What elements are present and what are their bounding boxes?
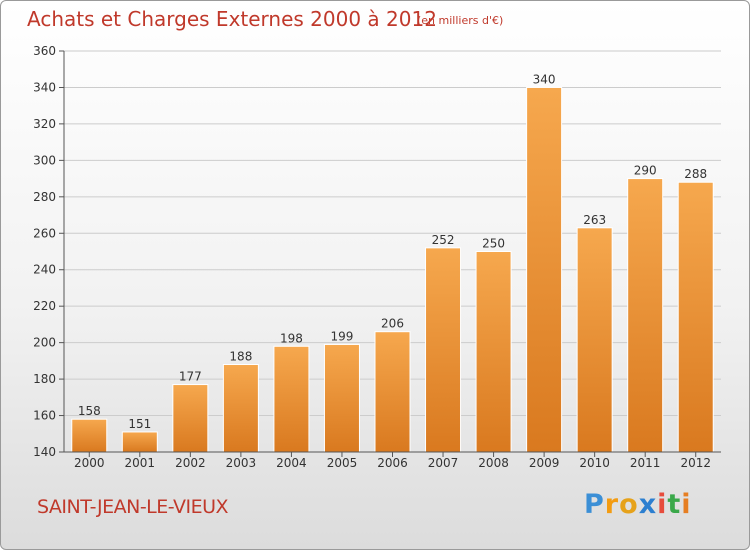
chart-subtitle: (en milliers d'€)	[417, 14, 504, 27]
data-label-2004: 198	[280, 331, 303, 345]
y-tick-label: 360	[33, 44, 56, 58]
logo-letter: P	[584, 489, 605, 520]
bar-2005	[323, 343, 360, 453]
x-tick-label-2003: 2003	[226, 456, 257, 470]
logo-letter: r	[604, 489, 620, 520]
y-tick-label: 220	[33, 299, 56, 313]
data-label-2009: 340	[533, 72, 556, 86]
y-tick-label: 280	[33, 190, 56, 204]
x-tick-label-2008: 2008	[478, 456, 509, 470]
data-label-2000: 158	[78, 404, 101, 418]
bar-2007	[425, 247, 462, 453]
x-tick-label-2009: 2009	[529, 456, 560, 470]
x-tick-label-2002: 2002	[175, 456, 206, 470]
data-label-2011: 290	[634, 164, 657, 178]
bar-2002	[172, 384, 209, 453]
bar-2004	[273, 345, 310, 453]
data-label-2003: 188	[229, 350, 252, 364]
logo-letter: i	[657, 489, 668, 520]
y-tick-label: 180	[33, 372, 56, 386]
bars	[71, 86, 714, 453]
data-label-2005: 199	[331, 329, 354, 343]
x-tick-label-2001: 2001	[125, 456, 156, 470]
logo-letter: i	[681, 489, 692, 520]
bar-2012	[677, 181, 714, 453]
x-tick-label-2005: 2005	[327, 456, 358, 470]
y-tick-label: 300	[33, 153, 56, 167]
proxiti-logo: Proxiti	[584, 489, 692, 520]
y-tick-label: 160	[33, 409, 56, 423]
x-tick-label-2007: 2007	[428, 456, 459, 470]
data-label-2008: 250	[482, 237, 505, 251]
labels: 140 160 180 200 220 240 260 280 300 320 340 360 158 2…	[33, 44, 711, 470]
logo-letter: x	[638, 489, 658, 520]
y-tick-label: 260	[33, 226, 56, 240]
x-tick-label-2006: 2006	[377, 456, 408, 470]
data-label-2010: 263	[583, 213, 606, 227]
bar-2000	[71, 418, 108, 453]
data-label-2007: 252	[432, 233, 455, 247]
y-tick-label: 340	[33, 80, 56, 94]
commune-name: SAINT-JEAN-LE-VIEUX	[37, 496, 229, 518]
bar-2009	[526, 86, 563, 453]
logo-letter: t	[667, 489, 682, 520]
bar-2003	[222, 364, 259, 453]
logo-letter: o	[619, 489, 639, 520]
x-tick-label-2012: 2012	[680, 456, 711, 470]
data-label-2012: 288	[684, 167, 707, 181]
y-tick-label: 200	[33, 336, 56, 350]
chart-title: Achats et Charges Externes 2000 à 2012	[27, 7, 437, 31]
x-tick-label-2000: 2000	[74, 456, 105, 470]
bar-2010	[576, 227, 613, 453]
x-tick-label-2010: 2010	[579, 456, 610, 470]
y-tick-label: 240	[33, 263, 56, 277]
bar-2008	[475, 251, 512, 453]
y-tick-label: 320	[33, 117, 56, 131]
data-label-2002: 177	[179, 370, 202, 384]
y-tick-label: 140	[33, 445, 56, 459]
bar-2001	[121, 431, 158, 453]
data-label-2006: 206	[381, 317, 404, 331]
data-label-2001: 151	[128, 417, 151, 431]
x-tick-label-2011: 2011	[630, 456, 661, 470]
bar-2006	[374, 331, 411, 453]
axes	[59, 50, 721, 457]
x-tick-label-2004: 2004	[276, 456, 307, 470]
bar-2011	[627, 178, 664, 453]
